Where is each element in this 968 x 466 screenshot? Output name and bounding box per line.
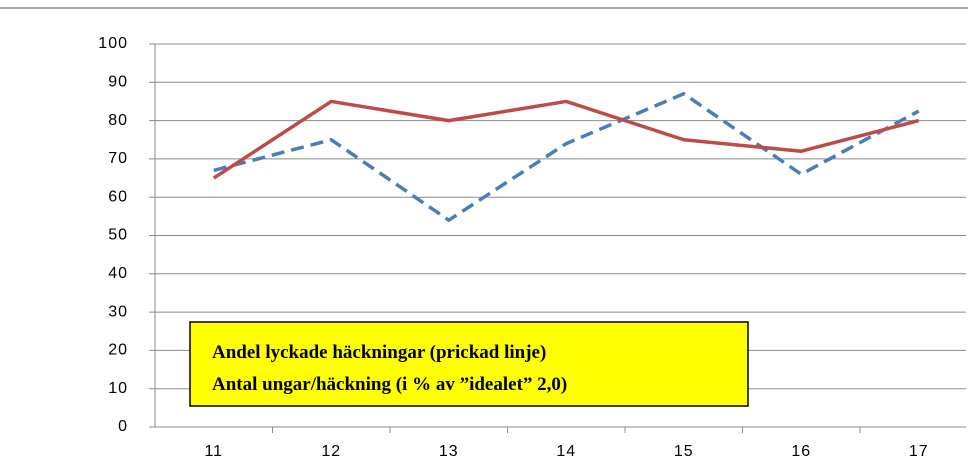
y-tick-label: 10 <box>108 380 128 397</box>
x-tick-label: 15 <box>674 443 694 460</box>
series-line <box>213 92 920 222</box>
y-tick-label: 20 <box>108 342 128 359</box>
y-tick-label: 0 <box>118 418 128 435</box>
x-tick-label: 11 <box>204 443 223 460</box>
x-tick-label: 12 <box>321 443 341 460</box>
x-tick-label: 16 <box>791 443 811 460</box>
y-tick-label: 40 <box>108 265 128 282</box>
grid: 0 10 20 30 40 50 60 70 80 90 100 11 12 13 14 15 16 17 <box>98 35 966 460</box>
y-tick-label: 80 <box>108 112 128 129</box>
x-tick-label: 17 <box>909 443 929 460</box>
annotation: Antal ungar/häckning (i % av ”idealet” 2… <box>212 374 567 395</box>
annotation-box <box>189 321 749 407</box>
x-tick-label: 14 <box>556 443 576 460</box>
plot <box>212 92 920 222</box>
y-tick-label: 50 <box>108 227 128 244</box>
y-tick-label: 70 <box>108 150 128 167</box>
series-line <box>212 99 920 180</box>
annotation: Andel lyckade häckningar (prickad linje) <box>212 342 546 363</box>
y-tick-label: 100 <box>98 35 128 52</box>
x-tick-label: 13 <box>439 443 459 460</box>
y-tick-label: 60 <box>108 188 128 205</box>
y-tick-label: 30 <box>108 303 128 320</box>
y-tick-label: 90 <box>108 74 128 91</box>
